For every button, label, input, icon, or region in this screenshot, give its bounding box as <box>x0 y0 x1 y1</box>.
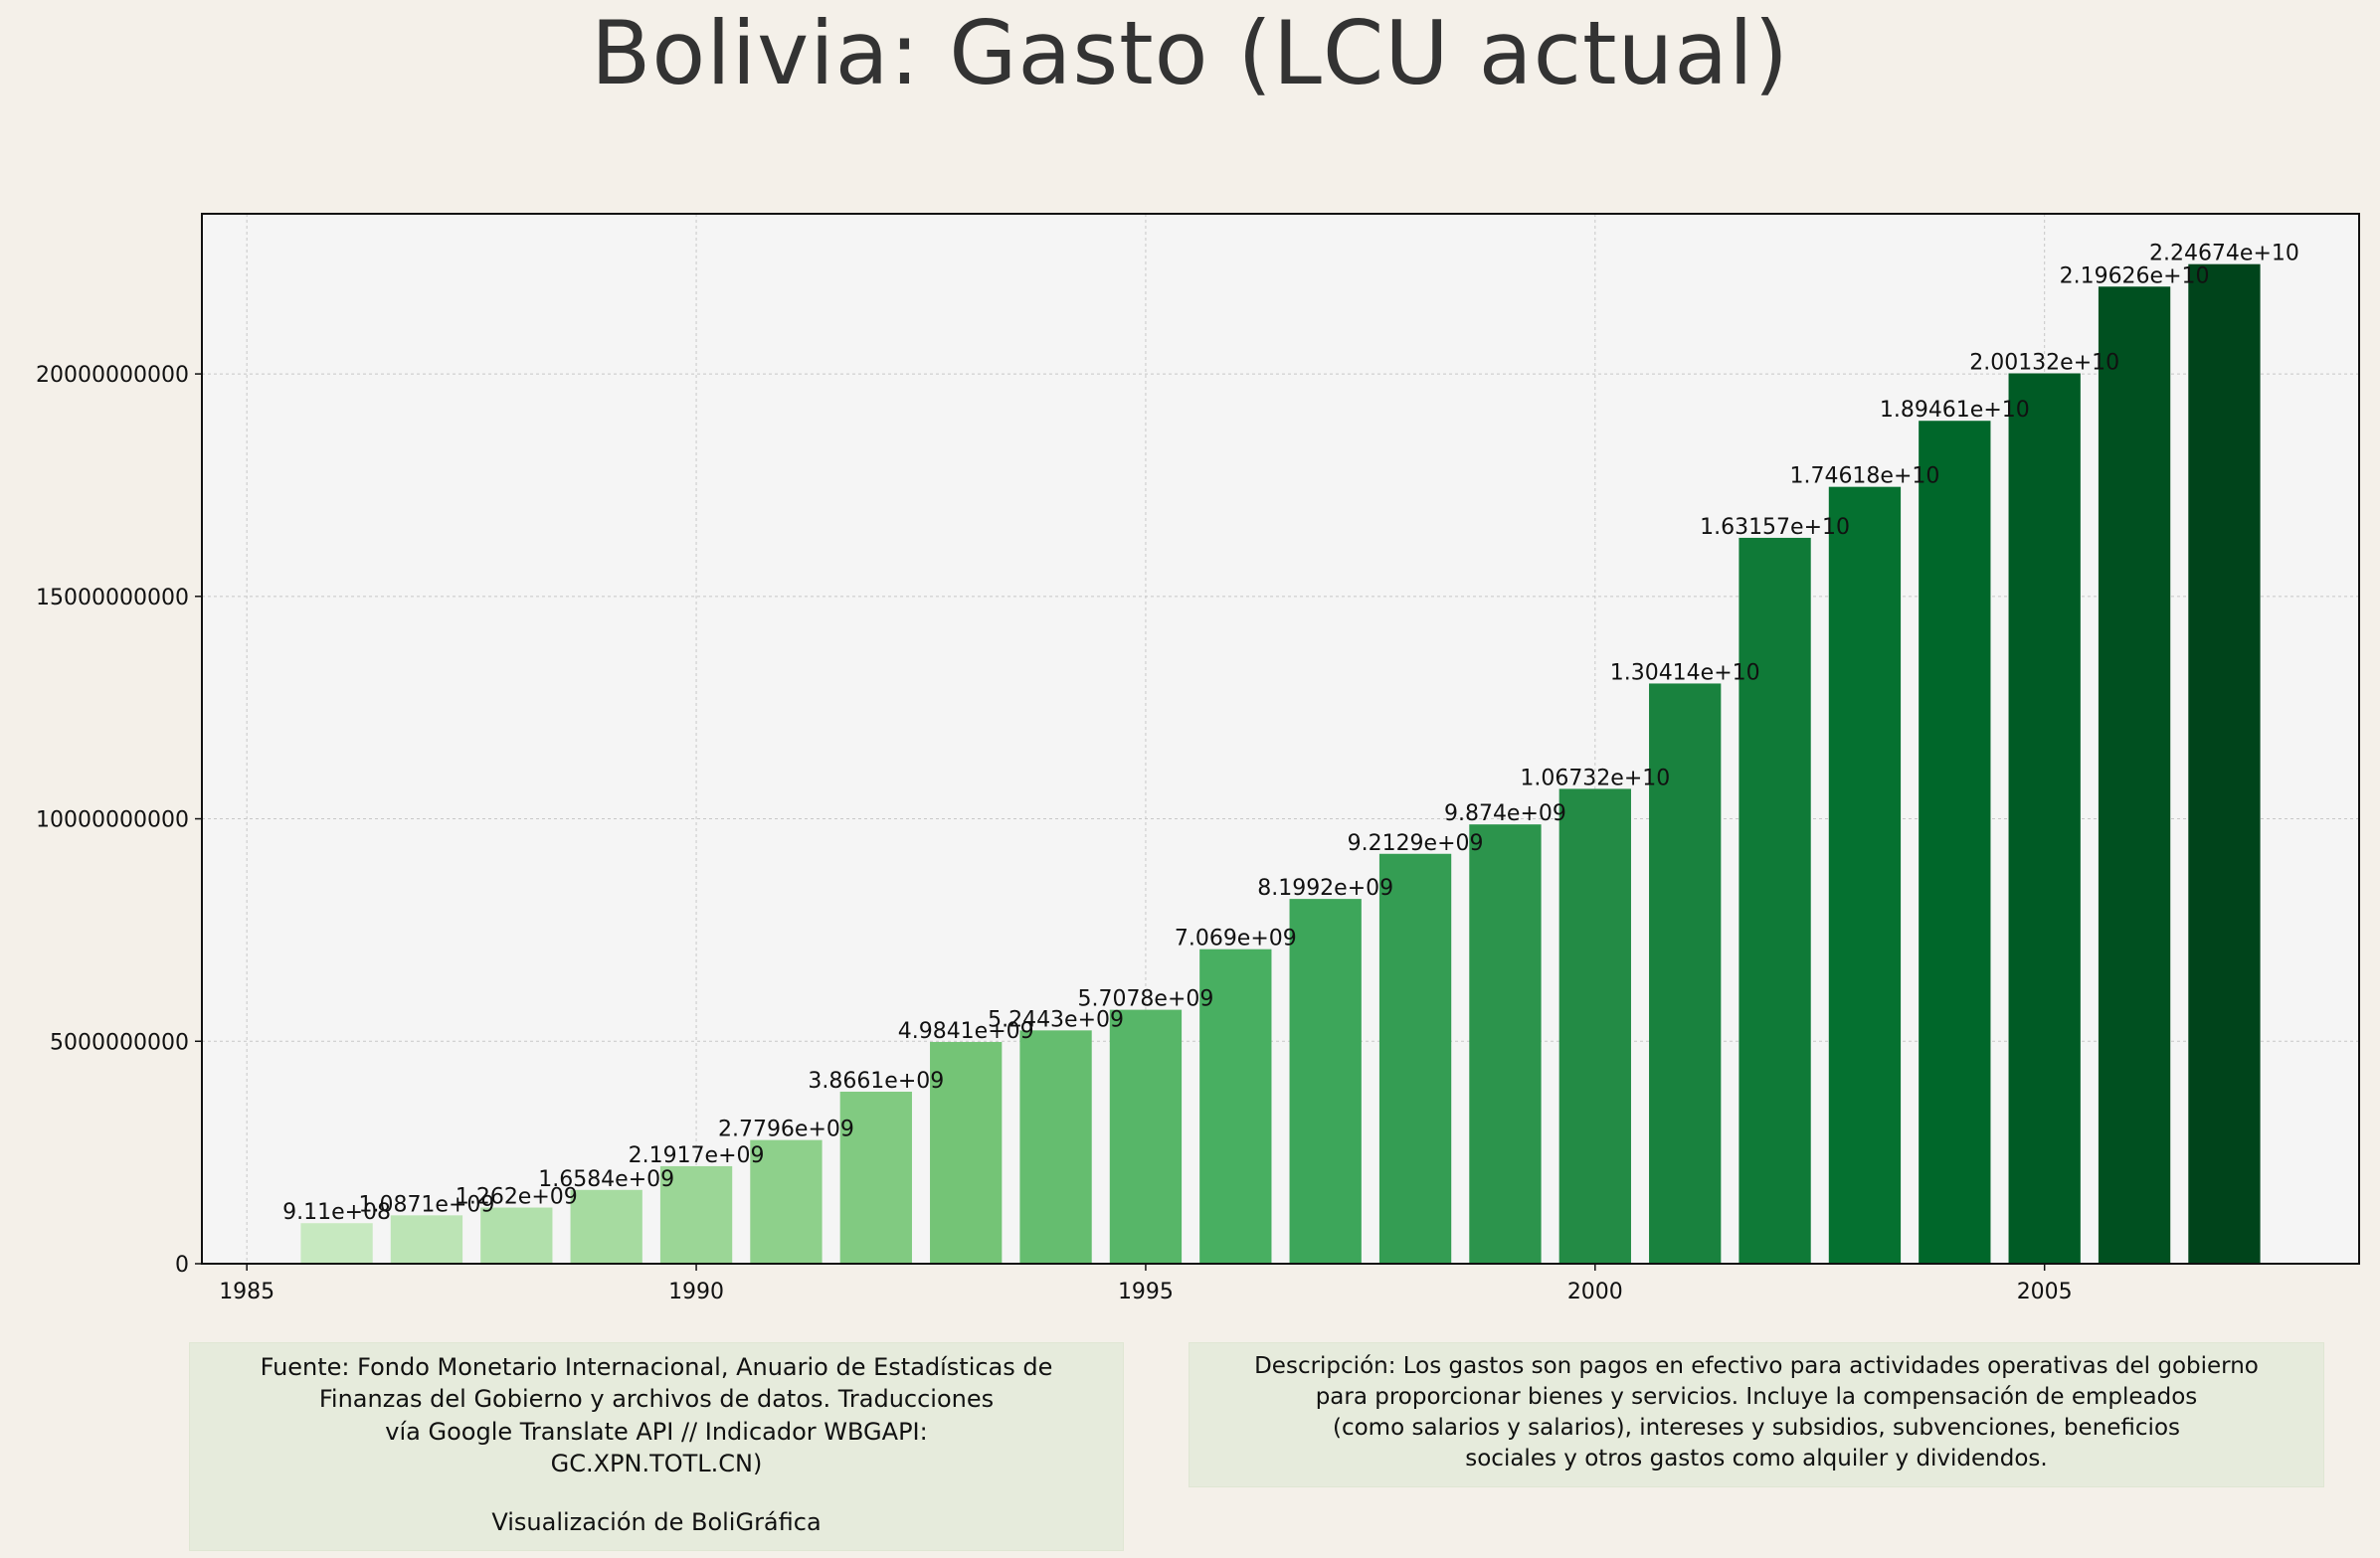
source-note: Fuente: Fondo Monetario Internacional, A… <box>189 1342 1124 1551</box>
bar-2003 <box>1828 486 1902 1264</box>
bar-2002 <box>1739 537 1811 1264</box>
bar-1997 <box>1289 899 1362 1264</box>
bar-1992 <box>839 1092 912 1264</box>
bar-2000 <box>1558 788 1631 1264</box>
data-label-1989: 1.6584e+09 <box>538 1167 674 1192</box>
data-label-1993: 4.9841e+09 <box>898 1019 1034 1044</box>
description-line-4: sociales y otros gastos como alquiler y … <box>1465 1446 2048 1472</box>
data-label-2007: 2.24674e+10 <box>2149 242 2299 266</box>
description-line-1: Descripción: Los gastos son pagos en efe… <box>1254 1353 2259 1379</box>
x-tick-label: 2000 <box>1567 1280 1623 1304</box>
description-line-3: (como salarios y salarios), intereses y … <box>1332 1415 2180 1442</box>
description-line-2: para proporcionar bienes y servicios. In… <box>1315 1384 2198 1411</box>
y-tick-label: 5000000000 <box>50 1030 189 1055</box>
data-label-2000: 1.06732e+10 <box>1520 766 1670 790</box>
data-label-2005: 2.00132e+10 <box>1969 350 2119 375</box>
data-label-1991: 2.7796e+09 <box>718 1118 854 1142</box>
data-label-2006: 2.19626e+10 <box>2060 263 2210 288</box>
data-label-2001: 1.30414e+10 <box>1610 660 1760 685</box>
source-line-4: GC.XPN.TOTL.CN) <box>550 1450 763 1478</box>
data-label-1990: 2.1917e+09 <box>629 1143 765 1168</box>
data-label-1999: 9.874e+09 <box>1444 801 1566 826</box>
bar-1995 <box>1109 1009 1183 1264</box>
x-tick-label: 1990 <box>668 1280 724 1304</box>
data-label-1986: 9.11e+08 <box>282 1200 391 1225</box>
bar-1998 <box>1378 853 1452 1264</box>
bar-2007 <box>2188 263 2261 1264</box>
data-label-1997: 8.1992e+09 <box>1257 876 1393 901</box>
data-label-2003: 1.74618e+10 <box>1789 464 1939 489</box>
data-label-2002: 1.63157e+10 <box>1700 515 1850 540</box>
bar-chart: 9.11e+081.0871e+091.262e+091.6584e+092.1… <box>36 213 2360 1304</box>
x-tick-label: 2005 <box>2017 1280 2073 1304</box>
chart-title: Bolivia: Gasto (LCU actual) <box>591 2 1789 104</box>
plot-frame <box>201 213 2360 1265</box>
bar-1993 <box>930 1041 1003 1264</box>
bar-2001 <box>1649 683 1722 1264</box>
data-label-1995: 5.7078e+09 <box>1077 987 1213 1012</box>
bar-1986 <box>300 1223 373 1264</box>
bar-1989 <box>570 1189 642 1264</box>
plot-area <box>202 214 2359 1264</box>
y-tick-label: 10000000000 <box>36 808 189 833</box>
data-labels: 9.11e+081.0871e+091.262e+091.6584e+092.1… <box>282 242 2299 1226</box>
y-tick-label: 0 <box>175 1253 189 1278</box>
data-label-1994: 5.2443e+09 <box>988 1007 1124 1032</box>
data-label-1987: 1.0871e+09 <box>358 1192 494 1217</box>
x-tick-label: 1995 <box>1118 1280 1174 1304</box>
source-line-1: Fuente: Fondo Monetario Internacional, A… <box>260 1353 1053 1381</box>
axes: 1985 1990 1995 2000 2005 0 5000000000 100000000… <box>36 363 2073 1304</box>
bar-2006 <box>2098 286 2171 1264</box>
description-note: Descripción: Los gastos son pagos en efe… <box>1189 1342 2324 1487</box>
bars <box>300 263 2261 1264</box>
bar-1991 <box>750 1139 823 1264</box>
bar-2004 <box>1919 421 1991 1264</box>
data-label-2004: 1.89461e+10 <box>1880 398 2030 423</box>
bar-1988 <box>480 1207 553 1264</box>
data-label-1988: 1.262e+09 <box>456 1185 578 1210</box>
bar-1999 <box>1469 824 1542 1264</box>
x-tick-label: 1985 <box>219 1280 275 1304</box>
y-tick-label: 15000000000 <box>36 586 189 610</box>
data-label-1998: 9.2129e+09 <box>1348 831 1484 856</box>
source-line-3: vía Google Translate API // Indicador WB… <box>385 1417 928 1446</box>
source-line-2: Finanzas del Gobierno y archivos de dato… <box>318 1385 995 1414</box>
data-label-1992: 3.8661e+09 <box>808 1069 944 1094</box>
credit-line: Visualización de BoliGráfica <box>491 1507 822 1536</box>
bar-2005 <box>2008 373 2081 1264</box>
bar-1994 <box>1019 1030 1092 1264</box>
bar-1996 <box>1199 949 1272 1264</box>
bar-1990 <box>659 1165 733 1264</box>
y-tick-label: 20000000000 <box>36 363 189 388</box>
data-label-1996: 7.069e+09 <box>1175 927 1297 952</box>
bar-1987 <box>390 1215 463 1264</box>
